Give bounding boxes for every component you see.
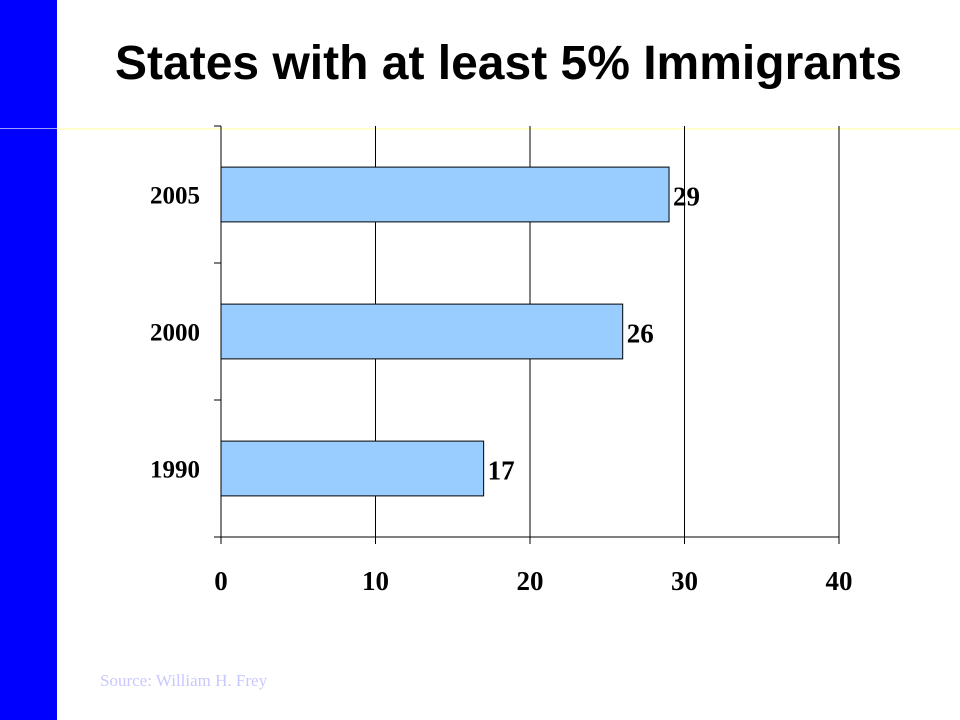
source-note: Source: William H. Frey (100, 671, 268, 690)
category-label: 2005 (150, 183, 200, 210)
category-label: 2000 (150, 320, 200, 347)
labels: 0 10 20 30 40 2005 29 2000 26 1990 17 (150, 182, 853, 597)
bar-1990 (220, 440, 485, 497)
tick-label-x: 0 (214, 566, 228, 596)
tick-label-x: 10 (362, 566, 389, 596)
data-label: 17 (488, 456, 515, 486)
title-rule (57, 128, 960, 130)
slide-title: States with at least 5% Immigrants (115, 37, 902, 90)
axes (214, 125, 840, 544)
data-label: 29 (673, 182, 700, 212)
accent-sidebar (0, 0, 57, 720)
tick-label-x: 20 (517, 566, 544, 596)
data-label: 26 (627, 319, 654, 349)
tick-label-x: 40 (826, 566, 853, 596)
bar-2000 (220, 303, 624, 360)
bars (220, 166, 670, 497)
bar-2005 (220, 166, 670, 223)
category-label: 1990 (150, 457, 200, 484)
tick-label-x: 30 (671, 566, 698, 596)
title-rule-left (0, 128, 57, 129)
